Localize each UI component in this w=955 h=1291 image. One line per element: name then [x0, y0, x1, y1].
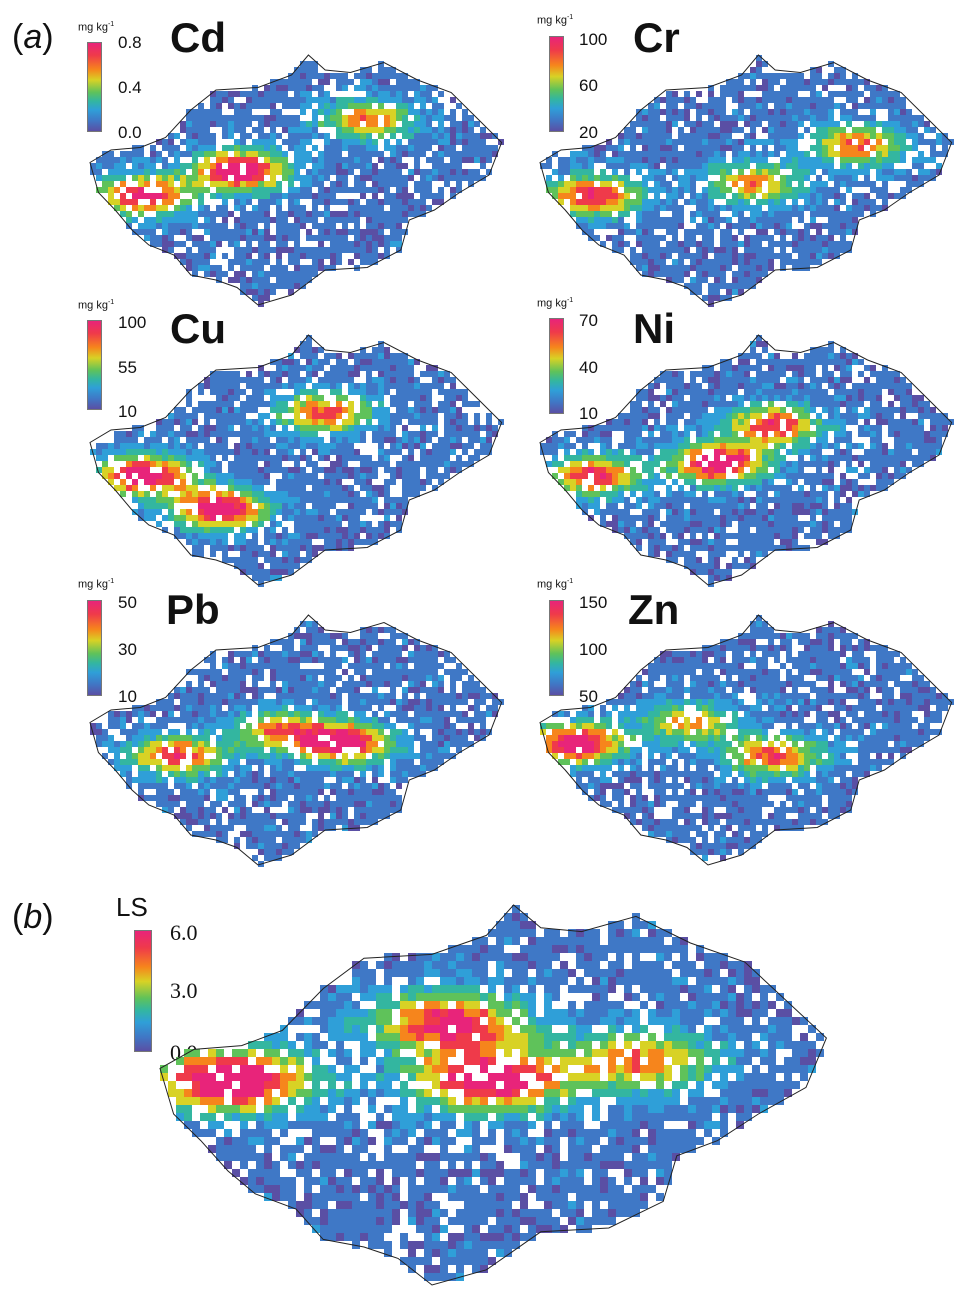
colorbar-tick-min: 50: [579, 687, 598, 706]
map-region-4: [89, 614, 504, 867]
colorbar-tick-mid: 40: [579, 358, 598, 377]
colorbar-tick-mid: 55: [118, 358, 137, 377]
map-region-6: [159, 904, 827, 1286]
colorbar-tick-max: 0.8: [118, 33, 142, 52]
colorbar: [549, 318, 564, 414]
colorbar-tick-min: 0.0: [118, 123, 142, 142]
unit-label: mg kg-1: [537, 14, 574, 27]
element-title: Pb: [166, 586, 220, 633]
element-title: Zn: [628, 586, 680, 633]
colorbar: [549, 36, 564, 132]
unit-label: mg kg-1: [78, 578, 115, 591]
map-boundary: [159, 904, 827, 1286]
map-region-3: [539, 334, 954, 587]
map-boundary: [89, 54, 503, 306]
colorbar-tick-min: 10: [579, 404, 598, 423]
colorbar: [87, 600, 102, 696]
part-a-label: (a): [12, 18, 54, 56]
unit-label: mg kg-1: [78, 299, 115, 312]
colorbar-tick-min: 10: [118, 687, 137, 706]
colorbar-tick-mid: 100: [579, 640, 608, 659]
element-title: Ni: [633, 305, 675, 352]
map-region-5: [539, 614, 954, 866]
map-region-2: [89, 334, 504, 587]
map-boundary: [89, 614, 503, 866]
element-title: Cr: [633, 14, 680, 61]
part-b-label: (b): [12, 898, 54, 936]
colorbar-tick-mid: 60: [579, 76, 598, 95]
map-boundary: [89, 334, 503, 586]
colorbar-tick-min: 10: [118, 402, 137, 421]
colorbar-tick-max: 150: [579, 593, 608, 612]
colorbar-tick-max: 50: [118, 593, 137, 612]
map-boundary: [539, 54, 953, 306]
element-title: Cu: [170, 305, 226, 352]
map-boundary: [539, 334, 953, 586]
colorbar: [134, 930, 152, 1052]
unit-label: mg kg-1: [537, 297, 574, 310]
colorbar-tick-mid: 0.4: [118, 78, 142, 97]
colorbar: [549, 600, 564, 696]
map-boundary: [539, 614, 953, 866]
colorbar-tick-min: 20: [579, 123, 598, 142]
colorbar-tick-max: 100: [579, 30, 608, 49]
map-region-1: [539, 54, 954, 307]
colorbar-tick-max: 100: [118, 313, 147, 332]
colorbar: [87, 42, 102, 132]
colorbar-tick-mid: 30: [118, 640, 137, 659]
element-title: Cd: [170, 14, 226, 61]
ls-label: LS: [116, 892, 148, 922]
unit-label: mg kg-1: [537, 578, 574, 591]
colorbar-tick-max: 70: [579, 311, 598, 330]
colorbar-tick-mid: 3.0: [170, 978, 198, 1003]
map-region-0: [89, 54, 504, 307]
colorbar-tick-max: 6.0: [170, 920, 198, 945]
colorbar: [87, 320, 102, 410]
unit-label: mg kg-1: [78, 21, 115, 34]
